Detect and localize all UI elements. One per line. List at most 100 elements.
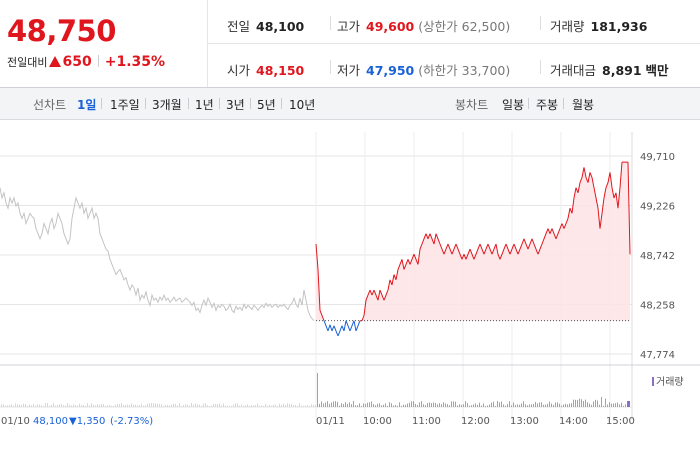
volume-bar xyxy=(269,404,270,407)
volume-bar xyxy=(99,404,100,407)
volume-bar xyxy=(551,403,552,407)
volume-bar xyxy=(519,404,520,407)
tab-1week[interactable]: 1주일 xyxy=(110,98,140,112)
change-label: 전일대비 xyxy=(7,56,48,69)
volume-bar xyxy=(165,405,166,407)
tab-3month[interactable]: 3개월 xyxy=(152,98,182,112)
volume-bar xyxy=(67,403,68,407)
volume-bar xyxy=(597,400,598,407)
volume-bar xyxy=(499,402,500,407)
tab-10year[interactable]: 10년 xyxy=(289,98,316,112)
line-chart-label: 선차트 xyxy=(33,98,67,112)
volume-bar xyxy=(53,403,54,407)
volume-bar xyxy=(311,404,312,407)
divider xyxy=(528,98,529,109)
volume-bar xyxy=(107,405,108,407)
change-amount: 650 xyxy=(62,54,92,70)
volume-bar xyxy=(149,403,150,407)
volume-bar xyxy=(195,403,196,407)
volume-bar xyxy=(391,403,392,407)
tab-5year[interactable]: 5년 xyxy=(257,98,276,112)
volume-bar xyxy=(241,404,242,407)
volume-bars xyxy=(1,373,630,407)
volume-bar xyxy=(605,398,606,407)
volume-bar xyxy=(263,405,264,407)
volume-bar xyxy=(337,401,338,407)
y-tick-label: 49,226 xyxy=(640,202,675,213)
volume-bar xyxy=(39,404,40,407)
volume-bar xyxy=(473,404,474,407)
volume-bar xyxy=(123,405,124,407)
volume-bar xyxy=(27,405,28,407)
volume-bar xyxy=(217,404,218,407)
volume-bar xyxy=(415,403,416,407)
volume-bar xyxy=(405,404,406,407)
volume-bar xyxy=(145,405,146,407)
volume-bar xyxy=(409,402,410,407)
volume-bar xyxy=(251,404,252,407)
volume-bar xyxy=(303,405,304,407)
volume-bar xyxy=(487,405,488,407)
volume-bar xyxy=(561,405,562,407)
tab-weekly-candle[interactable]: 주봉 xyxy=(536,98,559,112)
volume-bar xyxy=(507,404,508,407)
volume-bar xyxy=(353,401,354,407)
volume-bar xyxy=(481,405,482,407)
volume-bar xyxy=(265,404,266,407)
volume-bar xyxy=(9,404,10,407)
y-tick-label: 48,742 xyxy=(640,251,675,262)
volume-bar xyxy=(203,403,204,407)
volume-bar xyxy=(361,405,362,407)
open-price: 시가 48,150 xyxy=(227,60,304,79)
x-tick-label: 12:00 xyxy=(461,416,490,427)
volume-bar xyxy=(549,401,550,407)
volume-bar xyxy=(255,405,256,407)
volume-bar xyxy=(479,402,480,407)
volume-bar xyxy=(243,405,244,407)
volume-bar xyxy=(253,405,254,407)
tab-daily-candle[interactable]: 일봉 xyxy=(502,98,525,112)
volume-bar xyxy=(573,399,574,407)
volume-bar xyxy=(273,404,274,407)
y-tick-label: 49,710 xyxy=(640,152,675,163)
volume-bar xyxy=(543,404,544,407)
volume-bar xyxy=(151,403,152,407)
volume-bar xyxy=(79,403,80,407)
volume-bar xyxy=(73,404,74,407)
tab-1day[interactable]: 1일 xyxy=(77,98,97,112)
volume-bar xyxy=(365,404,366,407)
volume-bar xyxy=(559,403,560,407)
tab-1year[interactable]: 1년 xyxy=(195,98,214,112)
quote-panel: 48,750 전일대비 650 +1.35% 전일 48,100 고가 49,600 (상… xyxy=(0,0,700,88)
volume-bar xyxy=(577,399,578,407)
volume-bar xyxy=(101,403,102,407)
tab-monthly-candle[interactable]: 월봉 xyxy=(572,98,595,112)
volume-bar xyxy=(537,403,538,407)
volume-value: 181,936 xyxy=(590,19,648,34)
volume-bar xyxy=(595,399,596,407)
volume-bar xyxy=(557,402,558,407)
volume-bar xyxy=(461,404,462,407)
volume-bar xyxy=(109,404,110,407)
volume-bar xyxy=(375,405,376,407)
volume-bar xyxy=(61,403,62,407)
x-axis-labels: 01/10 48,100 ▼1,350 (-2.73%) 01/11 10:00 11:00… xyxy=(1,416,635,427)
trade-value: 거래대금 8,891 백만 xyxy=(550,60,669,79)
volume-bar xyxy=(37,404,38,407)
volume-bar xyxy=(77,405,78,407)
volume-bar xyxy=(207,405,208,407)
volume-bar xyxy=(533,403,534,407)
volume-bar xyxy=(89,405,90,407)
volume-bar xyxy=(325,402,326,407)
volume-bar xyxy=(539,402,540,407)
volume-bar xyxy=(103,404,104,407)
volume-bar xyxy=(313,404,314,407)
tab-3year[interactable]: 3년 xyxy=(226,98,245,112)
volume-bar xyxy=(529,404,530,407)
volume-bar xyxy=(283,403,284,407)
volume-bar xyxy=(177,405,178,407)
volume-bar xyxy=(623,405,624,407)
volume-bar xyxy=(7,405,8,407)
volume-bar xyxy=(621,402,622,407)
volume-bar xyxy=(525,404,526,407)
